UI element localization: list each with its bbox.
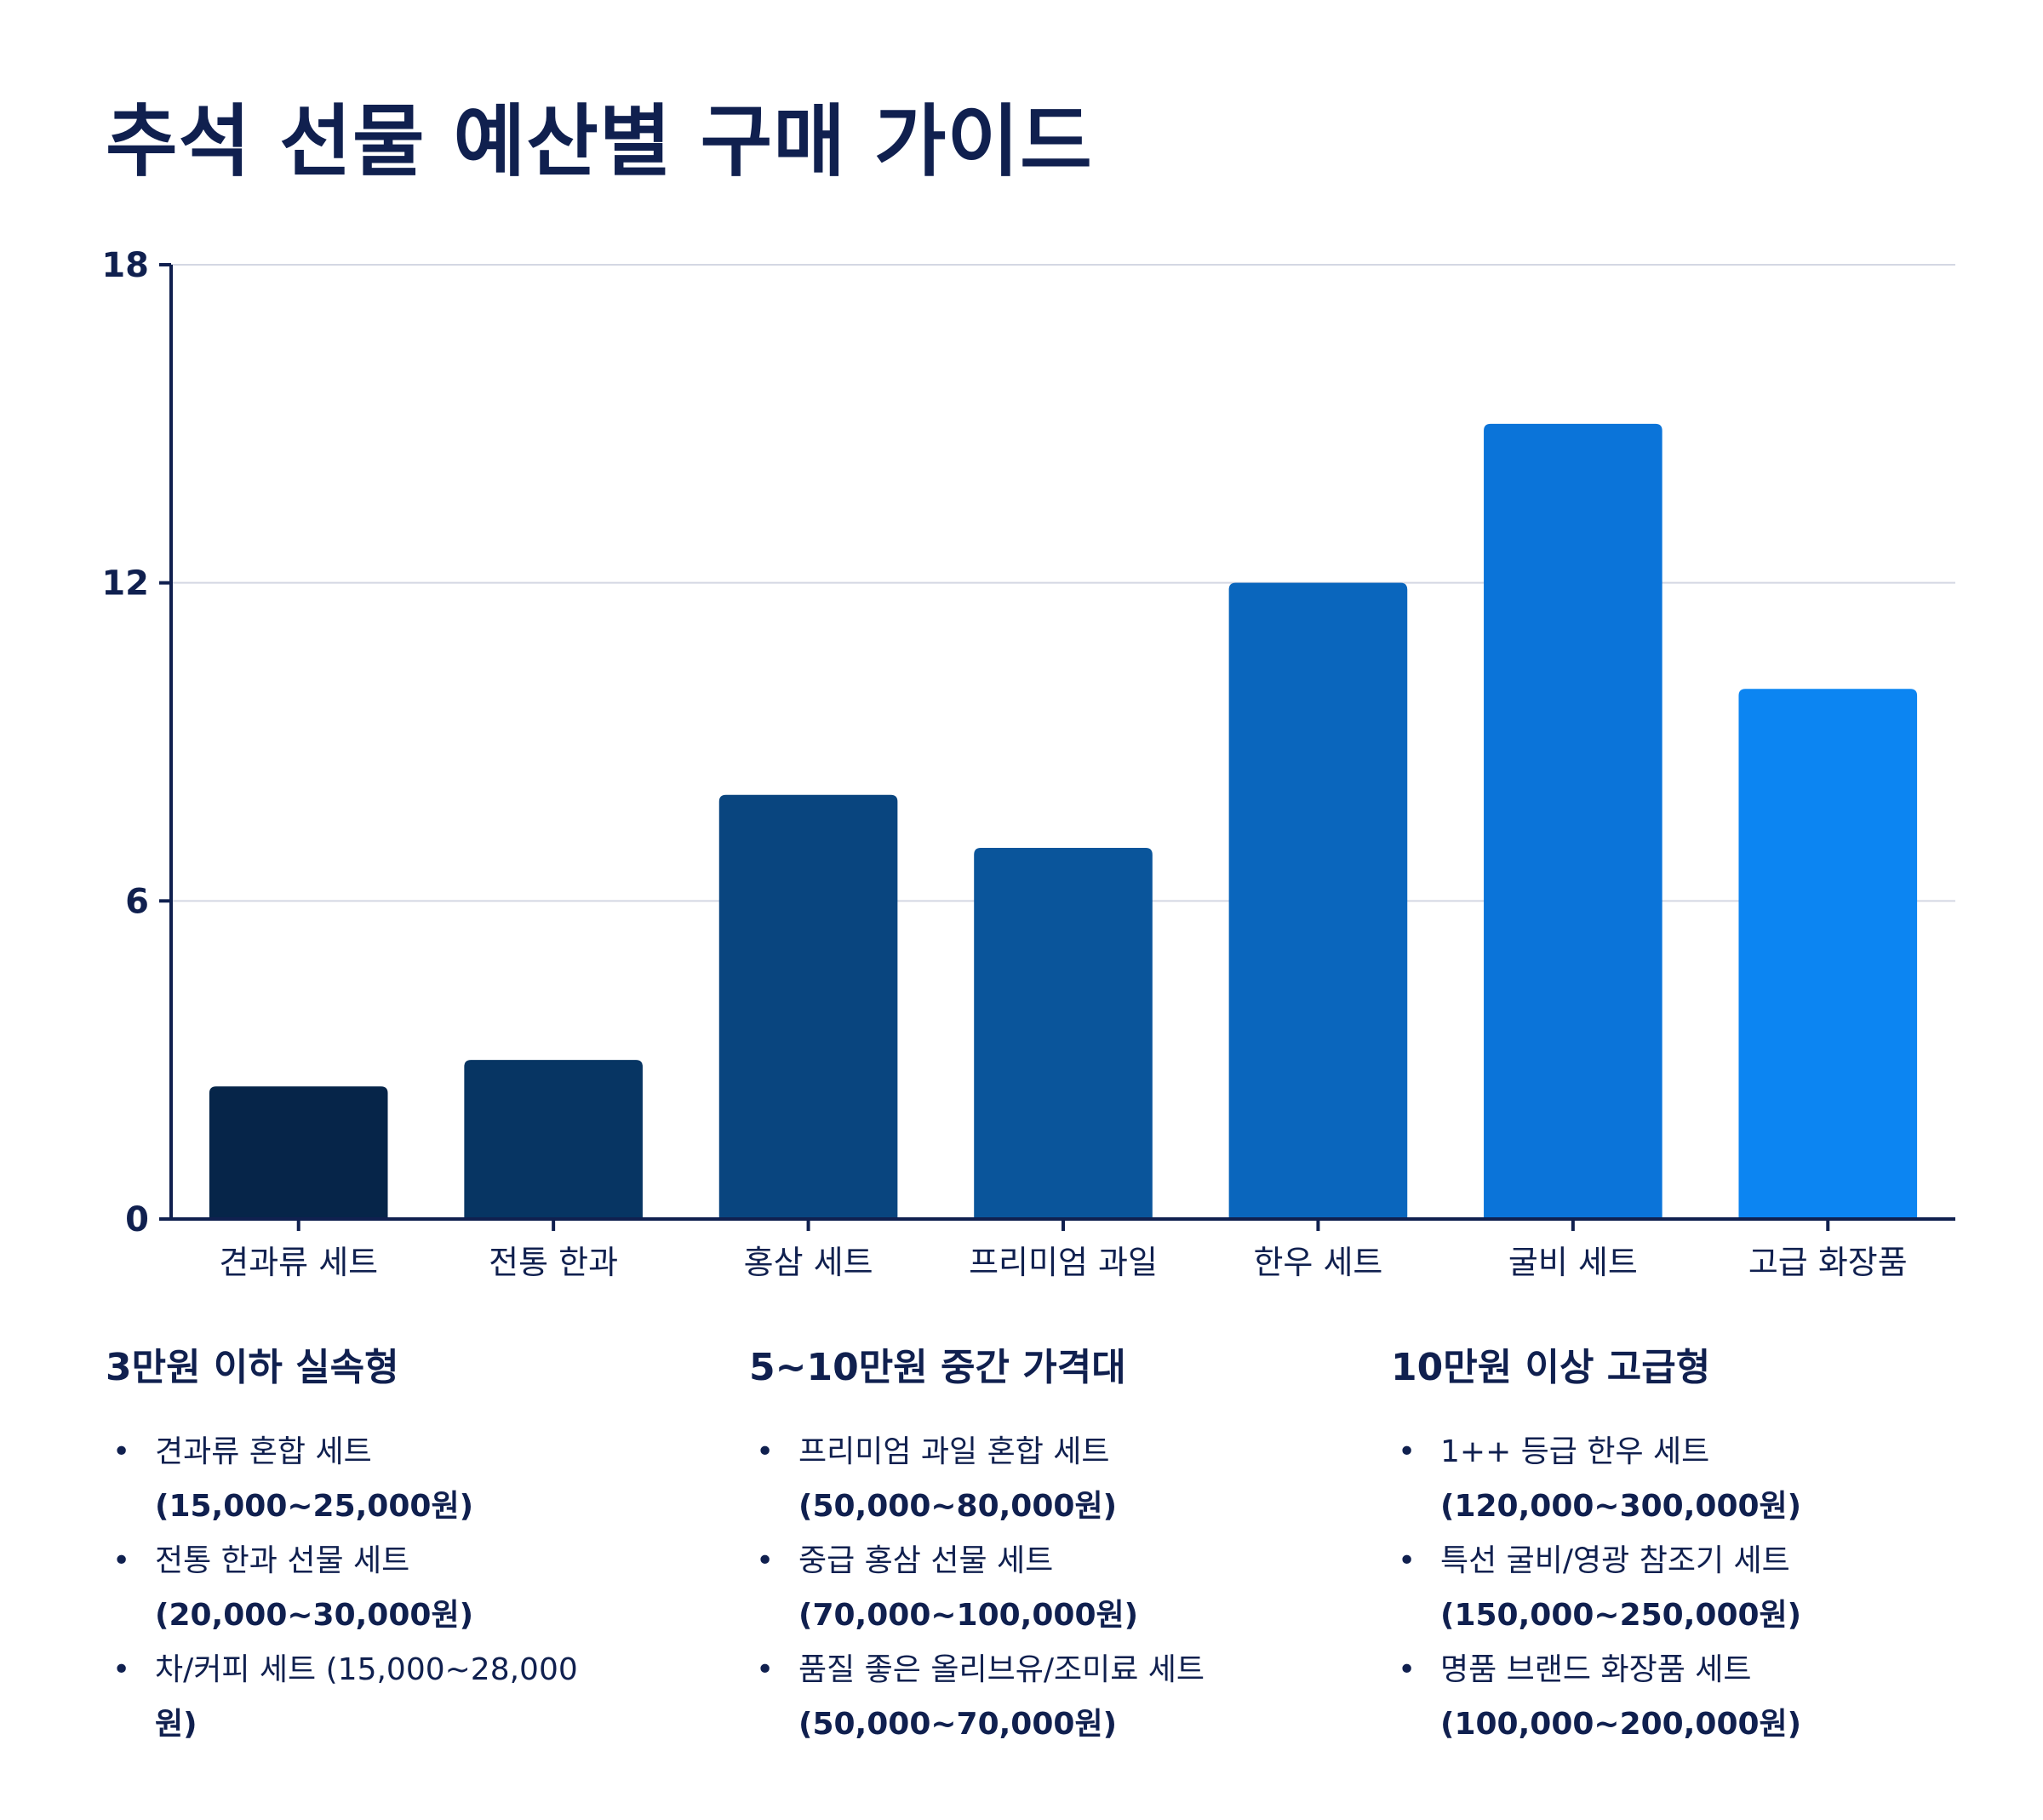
bar-chart: 0 6 12 18 견과류 세트 전통 한과 홍삼 세트 프리미엄 과일 한우 세트 굴비 세트… xyxy=(101,246,1955,1281)
bar xyxy=(1484,423,1662,1219)
list-item: • 1++ 등급 한우 세트 (120,000~300,000원) xyxy=(1391,1425,1970,1534)
x-tick-label: 고급 화장품 xyxy=(1748,1244,1908,1281)
column-heading: 3만원 이하 실속형 xyxy=(106,1346,399,1389)
list-item: • 명품 브랜드 화장품 세트 (100,000~200,000원) xyxy=(1391,1643,1970,1752)
bullet-icon: • xyxy=(1398,1652,1416,1687)
y-tick-label: 6 xyxy=(125,882,149,921)
list-item: • 프리미엄 과일 혼합 세트 (50,000~80,000원) xyxy=(749,1425,1328,1534)
bullet-icon: • xyxy=(1398,1543,1416,1578)
bullet-icon: • xyxy=(1398,1434,1416,1469)
bar xyxy=(1228,582,1408,1219)
bullet-icon: • xyxy=(756,1543,775,1578)
bullet-icon: • xyxy=(112,1543,131,1578)
list-item: • 특선 굴비/영광 참조기 세트 (150,000~250,000원) xyxy=(1391,1534,1970,1643)
bar xyxy=(974,848,1153,1219)
y-tick-label: 0 xyxy=(125,1200,149,1239)
list-item: • 중급 홍삼 선물 세트 (70,000~100,000원) xyxy=(749,1534,1328,1643)
y-tick-label: 18 xyxy=(101,246,149,285)
bar xyxy=(1738,689,1918,1219)
bar xyxy=(718,794,898,1219)
x-tick-label: 홍삼 세트 xyxy=(744,1244,873,1281)
list-item: • 품질 좋은 올리브유/조미료 세트 (50,000~70,000원) xyxy=(749,1643,1328,1752)
bar xyxy=(209,1086,388,1219)
page-title: 추석 선물 예산별 구매 가이드 xyxy=(106,96,1093,187)
list-item: • 견과류 혼합 세트 (15,000~25,000원) xyxy=(106,1425,684,1534)
bar xyxy=(464,1060,643,1219)
list-item: • 차/커피 세트 (15,000~28,000 원) xyxy=(106,1643,684,1752)
bullet-icon: • xyxy=(112,1652,131,1687)
column-heading: 5~10만원 중간 가격대 xyxy=(749,1346,1126,1389)
gridlines xyxy=(171,264,1955,902)
y-axis-ticks: 0 6 12 18 xyxy=(101,246,171,1239)
list-item: • 전통 한과 선물 세트 (20,000~30,000원) xyxy=(106,1534,684,1643)
x-axis-ticks: 견과류 세트 전통 한과 홍삼 세트 프리미엄 과일 한우 세트 굴비 세트 고급 화장품 xyxy=(219,1219,1908,1281)
x-tick-label: 프리미엄 과일 xyxy=(969,1244,1158,1281)
budget-column-high: 10만원 이상 고급형 • 1++ 등급 한우 세트 (120,000~300,00… xyxy=(1391,1336,1970,1752)
y-tick-label: 12 xyxy=(101,564,149,604)
bullet-icon: • xyxy=(112,1434,131,1469)
budget-column-mid: 5~10만원 중간 가격대 • 프리미엄 과일 혼합 세트 (50,000~80,0… xyxy=(749,1336,1328,1752)
x-tick-label: 전통 한과 xyxy=(489,1244,618,1281)
bullet-icon: • xyxy=(756,1652,775,1687)
x-tick-label: 한우 세트 xyxy=(1253,1244,1382,1281)
x-tick-label: 견과류 세트 xyxy=(219,1244,378,1281)
x-tick-label: 굴비 세트 xyxy=(1508,1244,1638,1281)
bars xyxy=(209,423,1918,1219)
bullet-icon: • xyxy=(756,1434,775,1469)
budget-column-low: 3만원 이하 실속형 • 견과류 혼합 세트 (15,000~25,000원) • 전… xyxy=(106,1336,684,1752)
column-heading: 10만원 이상 고급형 xyxy=(1391,1346,1711,1389)
